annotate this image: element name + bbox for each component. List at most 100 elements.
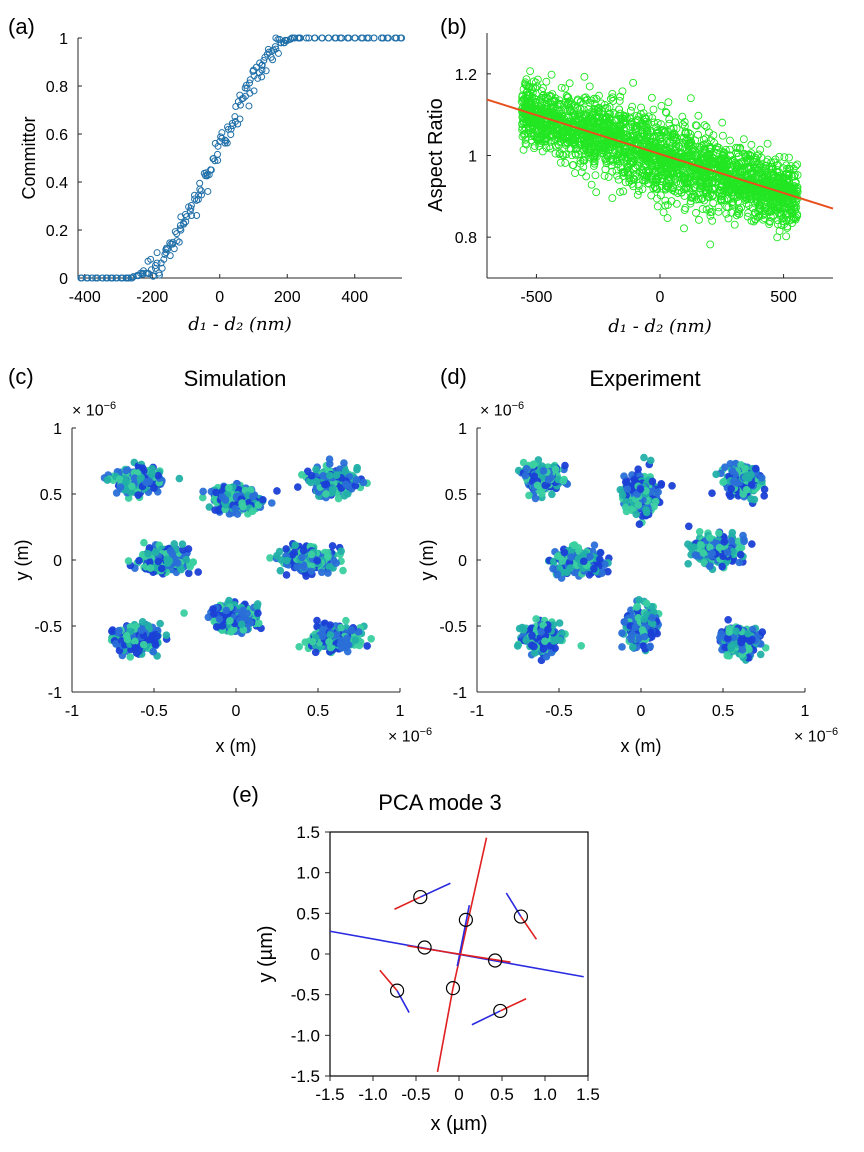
x-axis-label-a: d₁ - d₂ (nm): [188, 314, 291, 335]
data-point-c: [124, 557, 133, 565]
data-point-c: [299, 546, 308, 555]
data-point-c: [332, 559, 341, 567]
data-point-b: [657, 101, 666, 110]
data-point-b: [700, 121, 709, 130]
y-axis-label-b: Aspect Ratio: [425, 98, 447, 211]
data-point-b: [649, 105, 658, 114]
data-point-a: [153, 259, 161, 267]
data-point-c: [237, 608, 246, 616]
data-point-a: [351, 34, 359, 42]
data-point-c: [103, 476, 112, 484]
y-tick-label-d: 0: [458, 553, 467, 570]
data-point-a: [260, 57, 268, 65]
data-point-c: [157, 564, 166, 573]
data-point-c: [225, 483, 233, 492]
data-point-c: [173, 559, 182, 567]
data-point-c: [189, 558, 198, 566]
data-point-b: [793, 160, 802, 169]
data-point-c: [295, 642, 303, 651]
data-point-c: [115, 626, 123, 635]
data-point-b: [542, 77, 551, 86]
data-point-b: [538, 147, 547, 156]
x-tick-label-d: 0: [637, 703, 646, 720]
data-point-c: [336, 640, 345, 649]
x-tick-label-a: -400: [69, 289, 101, 306]
data-point-c: [178, 540, 187, 548]
data-point-a: [223, 139, 231, 147]
data-point-b: [568, 161, 577, 170]
data-point-b: [661, 108, 670, 116]
data-point-c: [194, 568, 203, 576]
y-tick-label-c: 0.5: [40, 487, 62, 504]
y-tick-label-c: 1: [53, 421, 62, 438]
data-point-c: [342, 480, 350, 489]
data-point-b: [702, 122, 711, 131]
data-point-b: [765, 220, 774, 229]
y-tick-label-c: 0: [53, 553, 62, 570]
data-point-c: [175, 474, 184, 483]
data-point-b: [585, 82, 594, 91]
data-point-a: [236, 101, 244, 109]
data-point-c: [209, 605, 217, 613]
data-point-b: [743, 212, 752, 221]
data-point-a: [227, 131, 235, 139]
data-point-a: [92, 274, 100, 282]
data-point-b: [754, 213, 763, 221]
data-point-b: [714, 203, 723, 212]
data-point-b: [665, 115, 674, 124]
data-point-d: [522, 465, 531, 473]
x-tick-label-c: 0: [232, 703, 241, 720]
data-point-c: [319, 632, 327, 640]
data-point-a: [344, 34, 352, 42]
data-point-c: [154, 557, 163, 566]
data-point-a: [245, 102, 253, 110]
data-point-a: [187, 204, 195, 212]
data-point-a: [222, 137, 230, 145]
data-point-a: [197, 187, 205, 195]
data-point-b: [600, 171, 609, 180]
data-point-a: [302, 34, 310, 42]
data-point-c: [326, 621, 334, 629]
data-point-a: [258, 61, 266, 69]
data-point-b: [637, 103, 645, 112]
data-point-d: [544, 475, 553, 484]
data-point-a: [250, 87, 258, 95]
data-point-d: [559, 477, 568, 485]
x-axis-label-c: x (m): [216, 736, 257, 756]
data-point-b: [555, 150, 564, 159]
data-point-c: [123, 635, 132, 644]
data-point-c: [154, 471, 162, 480]
data-point-b: [633, 190, 642, 199]
data-point-a: [365, 34, 373, 42]
y-tick-label-b: 1.2: [455, 67, 477, 84]
data-point-c: [139, 640, 148, 649]
data-point-b: [721, 145, 730, 154]
data-point-a: [170, 245, 178, 253]
data-point-c: [351, 636, 360, 644]
data-point-b: [607, 161, 616, 170]
data-point-a: [331, 34, 339, 42]
data-point-c: [162, 631, 171, 640]
data-point-c: [288, 550, 297, 559]
data-point-c: [340, 459, 348, 467]
data-point-b: [592, 188, 601, 197]
data-point-c: [367, 634, 375, 643]
data-point-c: [180, 609, 188, 617]
data-point-c: [353, 463, 362, 472]
data-point-c: [225, 596, 233, 605]
data-point-b: [690, 183, 699, 192]
data-point-c: [140, 538, 148, 547]
data-point-a: [262, 67, 270, 75]
data-point-c: [215, 615, 224, 623]
data-point-c: [108, 627, 116, 636]
x-tick-label-d: -0.5: [545, 703, 573, 720]
data-point-a: [258, 66, 266, 74]
data-point-a: [158, 264, 166, 272]
data-point-c: [352, 476, 361, 484]
data-point-c: [168, 550, 177, 558]
data-point-b: [608, 194, 617, 203]
data-point-a: [173, 230, 181, 238]
data-point-b: [587, 180, 596, 189]
y-tick-label-d: -0.5: [439, 619, 467, 636]
x-tick-label-c: -0.5: [140, 703, 168, 720]
